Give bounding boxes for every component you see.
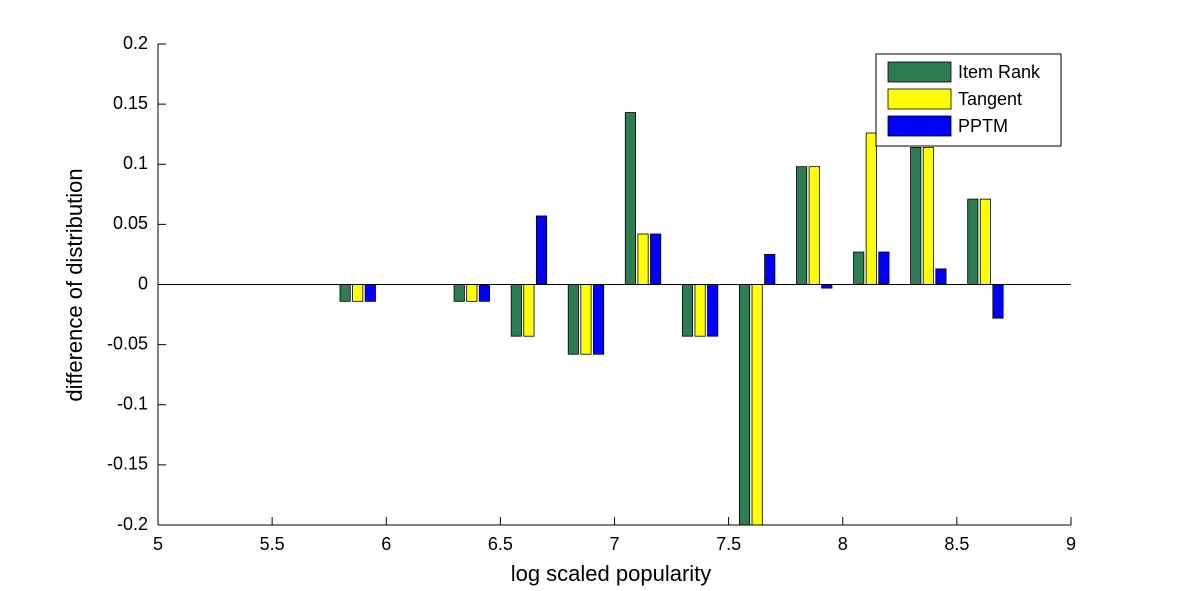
bar [967, 198, 979, 285]
bar [979, 198, 991, 285]
bar [593, 284, 605, 355]
y-tick-label: 0.15 [113, 93, 148, 113]
bar [466, 284, 478, 302]
bar [650, 233, 662, 285]
x-tick-label: 7.5 [716, 534, 741, 554]
plot-area [339, 112, 1004, 525]
y-tick-label: 0 [138, 273, 148, 293]
bar [567, 284, 579, 355]
bar [694, 284, 706, 337]
bar [624, 112, 636, 285]
bar [808, 166, 820, 285]
legend-swatch [887, 115, 952, 137]
y-tick-label: -0.1 [117, 394, 148, 414]
bar [739, 284, 751, 525]
bar [992, 284, 1004, 319]
y-tick-label: -0.05 [107, 333, 148, 353]
bar [707, 284, 719, 337]
bar [751, 284, 763, 525]
bar [510, 284, 522, 337]
y-tick-label: 0.2 [123, 33, 148, 53]
bar [364, 284, 376, 302]
bar [910, 147, 922, 285]
x-tick-label: 6 [381, 534, 391, 554]
x-tick-label: 5.5 [260, 534, 285, 554]
y-axis-label: difference of distribution [62, 168, 87, 401]
legend-label: Item Rank [958, 62, 1041, 82]
x-tick-label: 8 [838, 534, 848, 554]
bar [352, 284, 364, 302]
legend-label: PPTM [958, 116, 1008, 136]
bar [878, 251, 890, 285]
y-tick-label: -0.2 [117, 514, 148, 534]
bar [681, 284, 694, 337]
bar [339, 284, 351, 302]
x-axis-label: log scaled popularity [511, 561, 712, 586]
legend-swatch [887, 88, 952, 110]
bar [478, 284, 490, 302]
bar [935, 268, 947, 285]
bar [922, 147, 934, 285]
x-tick-label: 9 [1066, 534, 1076, 554]
x-tick-label: 6.5 [488, 534, 513, 554]
bar [865, 132, 877, 285]
bar [453, 284, 465, 302]
bar [637, 233, 649, 285]
bar [523, 284, 535, 337]
bar [796, 166, 808, 285]
bar [535, 215, 548, 285]
x-tick-label: 5 [153, 534, 163, 554]
x-tick-label: 8.5 [944, 534, 969, 554]
bar [580, 284, 592, 355]
y-tick-label: -0.15 [107, 454, 148, 474]
bar [764, 254, 776, 285]
bar [853, 251, 865, 285]
y-tick-label: 0.1 [123, 153, 148, 173]
bar [821, 284, 833, 289]
y-tick-label: 0.05 [113, 213, 148, 233]
legend-swatch [887, 61, 952, 83]
x-tick-label: 7 [609, 534, 619, 554]
legend-label: Tangent [958, 89, 1022, 109]
